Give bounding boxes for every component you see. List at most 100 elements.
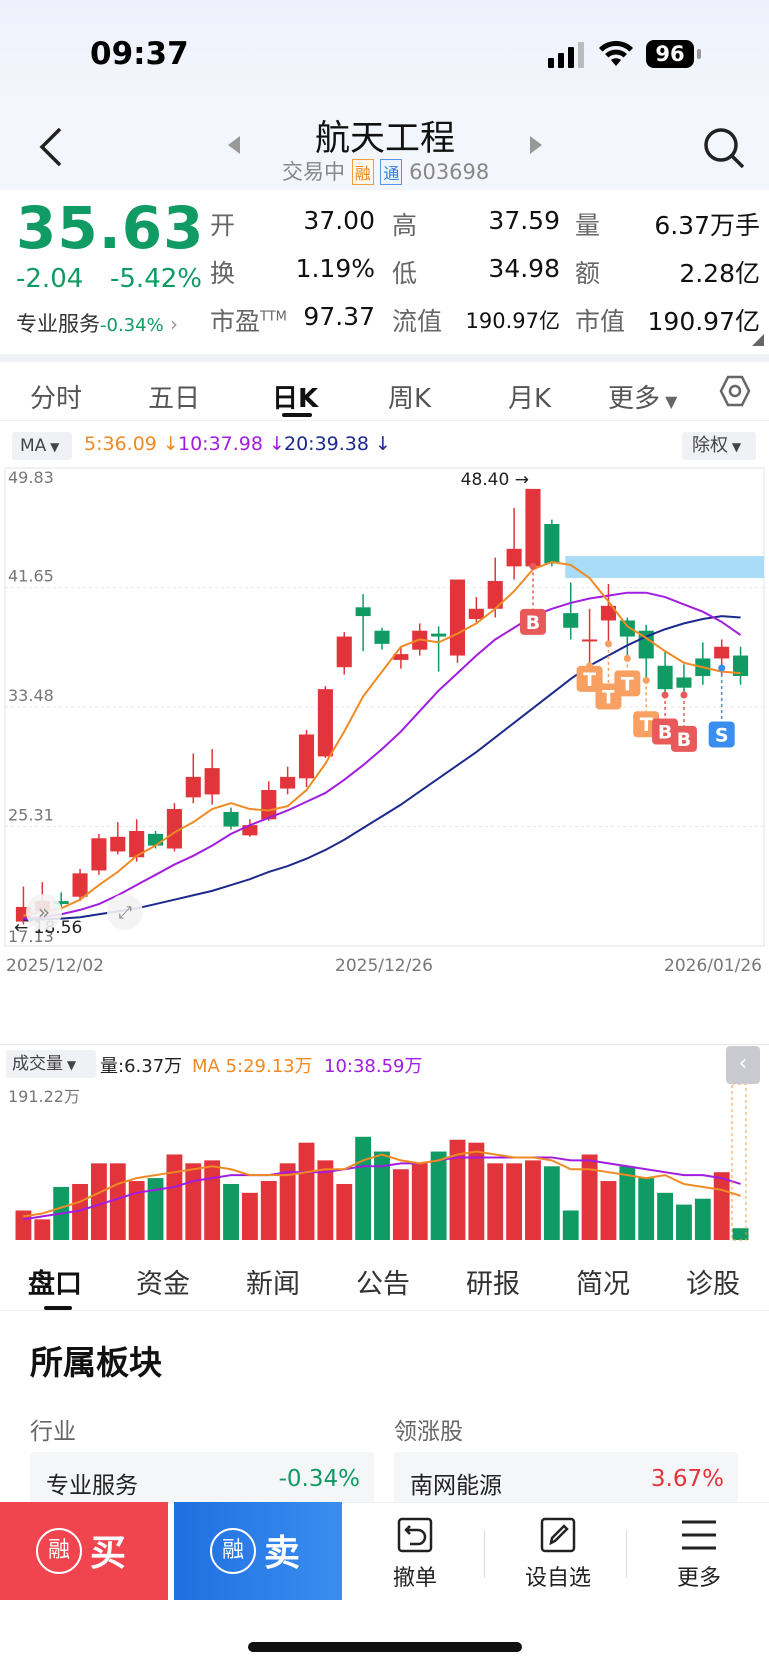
market-cap-value: 190.97亿 [647, 307, 760, 336]
marker-dot [680, 691, 688, 699]
high-label: 高 [392, 211, 418, 240]
volume-bar [732, 1228, 749, 1240]
signal-marker-label: B [677, 729, 691, 751]
turnover-value: 1.19% [295, 254, 375, 283]
volume-bar [694, 1198, 711, 1240]
sell-button[interactable]: 融 卖 [174, 1502, 342, 1600]
tab-more-label: 更多 [608, 384, 661, 414]
next-stock-icon[interactable] [528, 134, 544, 156]
volume-bar [223, 1183, 239, 1240]
y-tick-label: 17.13 [8, 927, 54, 946]
volume-bar [562, 1210, 579, 1240]
market-cap-label: 市值 [575, 307, 626, 336]
search-icon[interactable] [702, 126, 746, 170]
volume-bar [543, 1166, 560, 1240]
battery-icon: 96 [646, 40, 694, 68]
battery-tip [697, 49, 701, 59]
candle-body [657, 665, 673, 690]
price-change: -2.04 [16, 264, 84, 294]
rong-badge: 融 [351, 159, 374, 185]
sector-link[interactable]: 专业服务-0.34% › [16, 308, 178, 338]
price-change-pct: -5.42% [110, 264, 202, 294]
tab-weekly-k[interactable]: 周K [388, 384, 432, 414]
volume-chart[interactable]: 191.22万 [0, 1084, 769, 1244]
adjust-selector[interactable]: 除权 ▼ [682, 432, 756, 460]
y-tick-label: 41.65 [8, 567, 54, 586]
tab-research[interactable]: 研报 [466, 1269, 520, 1300]
industry-row[interactable]: 专业服务 -0.34% [30, 1452, 374, 1508]
tab-announcements[interactable]: 公告 [356, 1269, 410, 1300]
leader-pct: 3.67% [650, 1466, 724, 1492]
candle-body [582, 639, 598, 642]
volume-bar [374, 1151, 390, 1240]
industry-pct: -0.34% [278, 1466, 360, 1492]
candle-body [204, 768, 220, 795]
candle-body [393, 654, 409, 660]
y-tick-label: 25.31 [8, 805, 54, 824]
volume-ma5: MA 5:29.13万 [192, 1056, 313, 1077]
candle-body [374, 630, 390, 644]
collapse-panel-button[interactable]: ‹ [726, 1046, 760, 1084]
tab-intraday[interactable]: 分时 [30, 384, 83, 414]
fullscreen-glyph: ⤢ [118, 903, 132, 923]
volume-bar [260, 1181, 277, 1240]
sell-label: 卖 [264, 1533, 301, 1574]
candle-body [280, 776, 296, 789]
tab-more[interactable]: 更多 ▼ [608, 378, 677, 415]
volume-bar [430, 1151, 447, 1240]
indicator-selector[interactable]: 成交量 ▼ [6, 1050, 96, 1078]
candle-body [600, 605, 617, 621]
volume-bar [392, 1169, 409, 1240]
tab-profile[interactable]: 简况 [576, 1269, 630, 1300]
volume-ma10-line [23, 1156, 741, 1221]
candle-body [72, 873, 88, 897]
more-menu-button[interactable]: 更多 [654, 1514, 744, 1594]
volume-max-label: 191.22万 [8, 1087, 80, 1106]
amount-value: 2.28亿 [679, 259, 760, 288]
current-price: 35.63 [16, 194, 205, 262]
buy-button[interactable]: 融 买 [0, 1502, 168, 1600]
settings-hexagon-icon[interactable] [718, 374, 752, 408]
tab-news[interactable]: 新闻 [246, 1269, 300, 1300]
volume-today: 量:6.37万 [100, 1056, 183, 1077]
caret-down-icon: ▼ [46, 440, 60, 454]
volume-label: 量 [575, 211, 601, 240]
ma5-line [23, 560, 741, 917]
volume-bar [619, 1166, 636, 1240]
tab-five-day[interactable]: 五日 [148, 384, 201, 414]
divider [626, 1530, 627, 1578]
signal-marker-box [708, 721, 735, 748]
candle-body [733, 655, 749, 677]
leader-header: 领涨股 [394, 1419, 463, 1445]
pe-ttm: TTM [260, 309, 287, 325]
ma-selector[interactable]: MA ▼ [12, 432, 72, 460]
prev-stock-icon[interactable] [226, 134, 242, 156]
tab-daily-k[interactable]: 日K [272, 384, 319, 414]
volume-bar [185, 1163, 202, 1240]
candle-body [298, 734, 315, 779]
rong-sell-badge: 融 [210, 1528, 256, 1574]
tab-order-book[interactable]: 盘口 [28, 1269, 82, 1300]
candle-body [525, 488, 541, 567]
candle-body [676, 677, 692, 688]
chevron-right-icon: › [163, 312, 179, 336]
tab-monthly-k[interactable]: 月K [508, 384, 552, 414]
back-icon[interactable] [36, 125, 66, 169]
caret-down-icon: ▼ [660, 392, 678, 411]
menu-icon [682, 1520, 716, 1550]
leader-row[interactable]: 南网能源 3.67% [394, 1452, 738, 1508]
ma10-text: 10:37.98 [178, 433, 263, 455]
candle-body [487, 580, 503, 609]
candle-body [431, 633, 447, 637]
y-tick-label: 33.48 [8, 686, 54, 705]
tab-funds[interactable]: 资金 [136, 1269, 190, 1300]
open-label: 开 [210, 211, 236, 240]
tab-diagnosis[interactable]: 诊股 [686, 1269, 740, 1300]
add-watchlist-button[interactable]: 设自选 [508, 1514, 608, 1594]
candle-body [714, 646, 730, 659]
float-cap-value: 190.97亿 [465, 309, 560, 333]
expand-corner-icon[interactable] [752, 334, 764, 346]
cancel-order-button[interactable]: 撤单 [370, 1514, 460, 1594]
volume-bar [581, 1154, 598, 1240]
